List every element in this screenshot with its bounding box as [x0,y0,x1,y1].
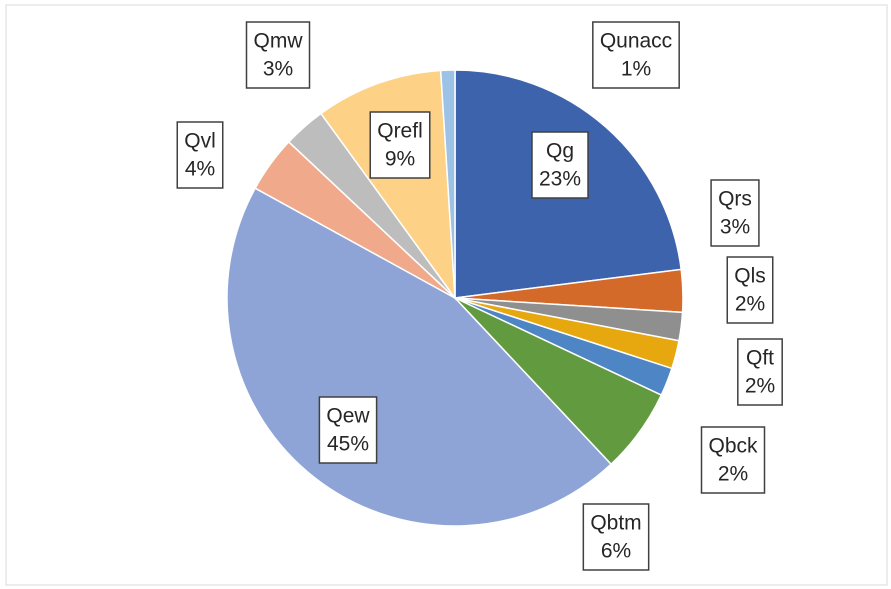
label-value: 3% [263,58,293,81]
label-value: 2% [718,463,748,486]
slices [226,69,684,527]
label-box [369,111,431,179]
label-box [318,396,378,464]
slice [439,69,456,299]
labels: Qg 23% Qrs 3% Qls 2% Qft 2% Qbck 2% Qbtm 6% Qew 45% Qv… [176,21,783,571]
label-name: Qft [746,347,774,370]
label-name: Qbtm [590,512,641,535]
label-box [710,179,760,247]
label-box [726,256,774,324]
label-value: 2% [735,293,765,316]
label-value: 4% [185,158,215,181]
label-name: Qunacc [600,30,672,53]
label-box [737,338,783,406]
label-name: Qrs [718,188,752,211]
label-name: Qew [326,405,370,428]
label-value: 45% [327,433,369,456]
label-value: 23% [539,168,581,191]
label-name: Qls [734,265,766,288]
label-name: Qvl [184,130,216,153]
label-box [592,21,680,89]
label-value: 1% [621,58,651,81]
label-name: Qrefl [377,120,423,143]
label-name: Qmw [254,30,304,53]
label-box [582,503,650,571]
label-box [245,21,311,89]
label-name: Qbck [708,435,758,458]
label-box [176,121,224,189]
label-value: 6% [601,540,631,563]
label-value: 3% [720,216,750,239]
label-value: 9% [385,148,415,171]
label-box [531,131,589,199]
label-value: 2% [745,375,775,398]
label-name: Qg [546,140,574,163]
label-box [700,426,766,494]
